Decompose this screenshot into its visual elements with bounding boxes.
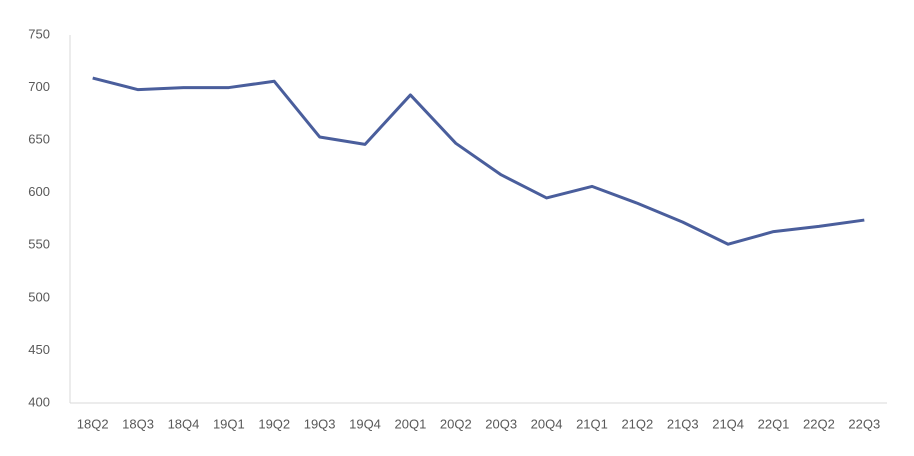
x-tick-label: 21Q1 <box>576 416 608 431</box>
x-tick-label: 21Q3 <box>667 416 699 431</box>
x-tick-label: 20Q1 <box>395 416 427 431</box>
x-tick-label: 20Q2 <box>440 416 472 431</box>
x-tick-label: 19Q2 <box>258 416 290 431</box>
x-tick-label: 22Q2 <box>803 416 835 431</box>
y-tick-label: 600 <box>28 184 50 199</box>
y-tick-label: 400 <box>28 394 50 409</box>
x-tick-label: 18Q2 <box>77 416 109 431</box>
y-tick-label: 500 <box>28 289 50 304</box>
x-tick-label: 21Q4 <box>712 416 744 431</box>
y-tick-label: 700 <box>28 79 50 94</box>
x-tick-label: 22Q1 <box>758 416 790 431</box>
x-tick-label: 19Q4 <box>349 416 381 431</box>
y-tick-label: 550 <box>28 237 50 252</box>
x-tick-label: 18Q3 <box>122 416 154 431</box>
x-tick-label: 21Q2 <box>621 416 653 431</box>
y-tick-label: 450 <box>28 342 50 357</box>
x-tick-label: 22Q3 <box>848 416 880 431</box>
x-tick-label: 19Q3 <box>304 416 336 431</box>
x-tick-label: 18Q4 <box>168 416 200 431</box>
x-tick-label: 19Q1 <box>213 416 245 431</box>
line <box>92 76 865 246</box>
x-tick-label: 20Q4 <box>531 416 563 431</box>
y-tick-label: 650 <box>28 132 50 147</box>
y-tick-label: 750 <box>28 26 50 41</box>
x-tick-label: 20Q3 <box>485 416 517 431</box>
